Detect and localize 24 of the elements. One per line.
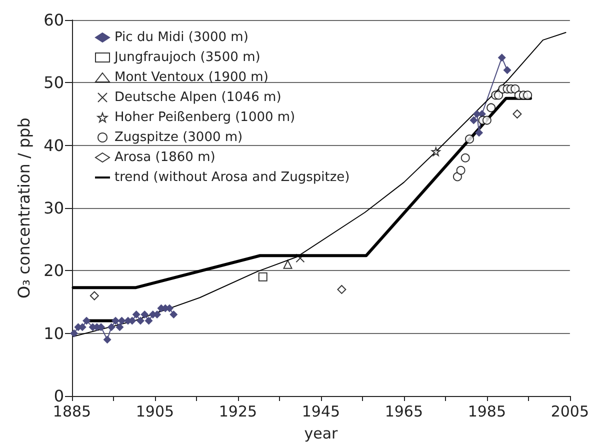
legend-label: Arosa (1860 m) xyxy=(114,150,216,165)
y-axis-title: O₃ concentration / ppb xyxy=(14,118,34,298)
x-tick-label: 2005 xyxy=(550,402,590,420)
x-tick-label: 1945 xyxy=(302,402,340,420)
x-axis-title: year xyxy=(304,424,339,442)
y-tick-label: 10 xyxy=(44,324,64,343)
legend-label: Zugspitze (3000 m) xyxy=(114,130,243,145)
x-tick-label: 1965 xyxy=(384,402,424,420)
y-tick-label: 20 xyxy=(44,261,64,280)
legend-label: Hoher Peißenberg (1000 m) xyxy=(114,110,296,125)
x-tick-label: 1925 xyxy=(218,402,258,420)
x-tick-label: 1885 xyxy=(52,402,92,420)
legend-label: Mont Ventoux (1900 m) xyxy=(114,70,268,85)
legend-label: Jungfraujoch (3500 m) xyxy=(114,50,260,65)
y-tick-label: 30 xyxy=(44,198,64,218)
x-tick-label: 1985 xyxy=(468,402,506,420)
legend-label: Deutsche Alpen (1046 m) xyxy=(114,90,282,105)
x-tick-label: 1905 xyxy=(136,402,174,420)
y-tick-label: 40 xyxy=(44,136,64,155)
y-tick-label: 0 xyxy=(54,386,64,406)
legend-label: trend (without Arosa and Zugspitze) xyxy=(114,170,350,185)
y-tick-label: 60 xyxy=(44,10,64,30)
y-tick-label: 50 xyxy=(44,73,64,92)
legend-label: Pic du Midi (3000 m) xyxy=(114,30,248,45)
